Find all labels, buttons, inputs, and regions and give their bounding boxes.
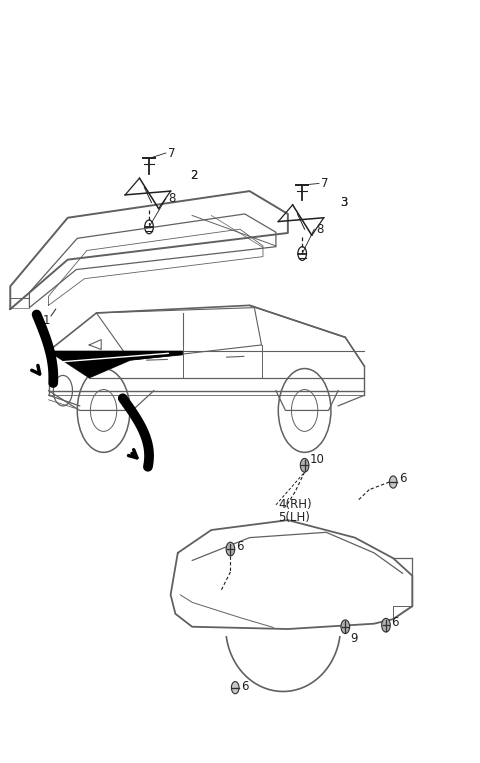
Text: 8: 8 xyxy=(168,192,176,205)
Text: 7: 7 xyxy=(322,177,329,190)
Polygon shape xyxy=(48,351,182,378)
Text: 6: 6 xyxy=(241,680,249,693)
Text: 2: 2 xyxy=(190,169,197,182)
Circle shape xyxy=(389,476,397,488)
Text: 2: 2 xyxy=(190,169,197,182)
Text: 6: 6 xyxy=(391,617,399,629)
Text: 4(RH): 4(RH) xyxy=(278,498,312,511)
Text: 3: 3 xyxy=(340,196,348,209)
Circle shape xyxy=(231,681,239,694)
Circle shape xyxy=(341,620,349,633)
Circle shape xyxy=(226,542,235,556)
Text: 7: 7 xyxy=(168,146,176,159)
Circle shape xyxy=(300,459,309,472)
Text: 6: 6 xyxy=(399,472,407,485)
Text: 10: 10 xyxy=(310,452,324,465)
Text: 3: 3 xyxy=(340,196,348,209)
Text: 9: 9 xyxy=(350,632,358,645)
Text: 1: 1 xyxy=(42,314,50,327)
Circle shape xyxy=(382,618,390,632)
Text: 5(LH): 5(LH) xyxy=(278,510,310,523)
Text: 8: 8 xyxy=(317,223,324,236)
Text: 6: 6 xyxy=(236,539,244,552)
